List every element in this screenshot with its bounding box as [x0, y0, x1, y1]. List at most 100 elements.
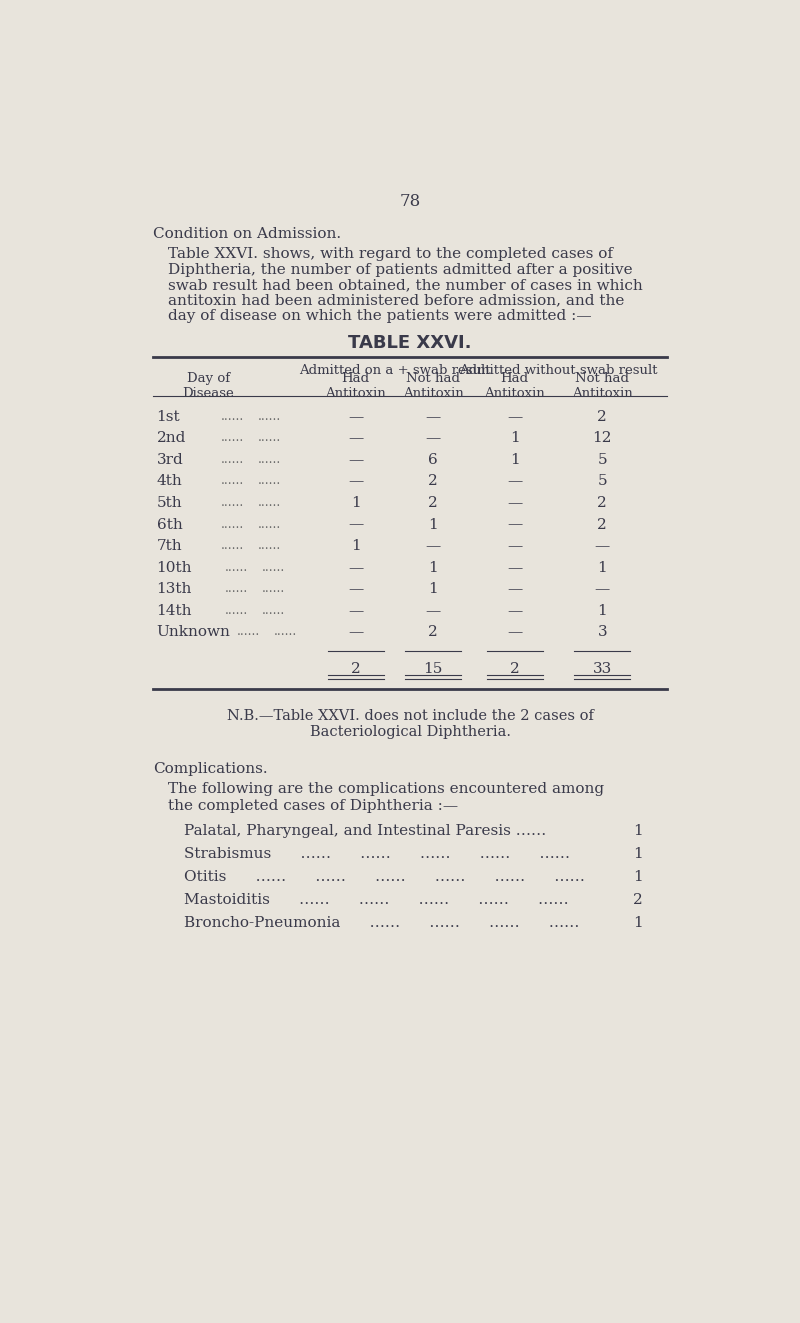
- Text: —: —: [348, 410, 363, 423]
- Text: 1: 1: [428, 582, 438, 597]
- Text: 1: 1: [428, 517, 438, 532]
- Text: 1st: 1st: [157, 410, 180, 423]
- Text: —: —: [348, 603, 363, 618]
- Text: —: —: [426, 410, 441, 423]
- Text: —: —: [426, 603, 441, 618]
- Text: —: —: [507, 540, 522, 553]
- Text: ......: ......: [258, 496, 281, 509]
- Text: 4th: 4th: [157, 475, 182, 488]
- Text: —: —: [348, 626, 363, 639]
- Text: 1: 1: [510, 452, 519, 467]
- Text: ......: ......: [262, 582, 285, 595]
- Text: Had
Antitoxin: Had Antitoxin: [484, 372, 545, 400]
- Text: The following are the complications encountered among: The following are the complications enco…: [168, 782, 604, 796]
- Text: ......: ......: [258, 431, 281, 445]
- Text: —: —: [348, 475, 363, 488]
- Text: 2: 2: [598, 496, 607, 511]
- Text: 3: 3: [598, 626, 607, 639]
- Text: Admitted without swab result: Admitted without swab result: [458, 364, 658, 377]
- Text: —: —: [348, 517, 363, 532]
- Text: ......: ......: [258, 517, 281, 531]
- Text: ......: ......: [274, 626, 297, 639]
- Text: —: —: [348, 582, 363, 597]
- Text: —: —: [507, 410, 522, 423]
- Text: TABLE XXVI.: TABLE XXVI.: [348, 335, 472, 352]
- Text: Condition on Admission.: Condition on Admission.: [153, 226, 341, 241]
- Text: Not had
Antitoxin: Not had Antitoxin: [403, 372, 464, 400]
- Text: Day of
Disease: Day of Disease: [182, 372, 234, 400]
- Text: 13th: 13th: [157, 582, 192, 597]
- Text: 1: 1: [351, 540, 361, 553]
- Text: —: —: [507, 475, 522, 488]
- Text: 2: 2: [428, 475, 438, 488]
- Text: 33: 33: [593, 663, 612, 676]
- Text: —: —: [507, 582, 522, 597]
- Text: —: —: [348, 561, 363, 574]
- Text: —: —: [507, 626, 522, 639]
- Text: ......: ......: [221, 410, 244, 423]
- Text: 2: 2: [510, 663, 519, 676]
- Text: 3rd: 3rd: [157, 452, 183, 467]
- Text: —: —: [594, 582, 610, 597]
- Text: 1: 1: [510, 431, 519, 446]
- Text: 7th: 7th: [157, 540, 182, 553]
- Text: —: —: [507, 517, 522, 532]
- Text: N.B.—Table XXVI. does not include the 2 cases of: N.B.—Table XXVI. does not include the 2 …: [226, 709, 594, 722]
- Text: 15: 15: [423, 663, 443, 676]
- Text: —: —: [507, 603, 522, 618]
- Text: —: —: [594, 540, 610, 553]
- Text: 12: 12: [593, 431, 612, 446]
- Text: Mastoiditis      ……      ……      ……      ……      ……: Mastoiditis …… …… …… …… ……: [184, 893, 568, 908]
- Text: ......: ......: [258, 540, 281, 552]
- Text: Admitted on a + swab result: Admitted on a + swab result: [298, 364, 490, 377]
- Text: ......: ......: [221, 431, 244, 445]
- Text: 1: 1: [428, 561, 438, 574]
- Text: 1: 1: [633, 917, 642, 930]
- Text: ......: ......: [237, 626, 260, 639]
- Text: ......: ......: [221, 540, 244, 552]
- Text: ......: ......: [221, 496, 244, 509]
- Text: 6: 6: [428, 452, 438, 467]
- Text: Palatal, Pharyngeal, and Intestinal Paresis ……: Palatal, Pharyngeal, and Intestinal Pare…: [184, 824, 546, 837]
- Text: 2: 2: [428, 496, 438, 511]
- Text: 2: 2: [598, 410, 607, 423]
- Text: ......: ......: [225, 582, 248, 595]
- Text: ......: ......: [221, 475, 244, 487]
- Text: —: —: [348, 431, 363, 446]
- Text: ......: ......: [225, 561, 248, 574]
- Text: 5th: 5th: [157, 496, 182, 511]
- Text: 1: 1: [351, 496, 361, 511]
- Text: 10th: 10th: [157, 561, 192, 574]
- Text: Had
Antitoxin: Had Antitoxin: [326, 372, 386, 400]
- Text: 1: 1: [598, 561, 607, 574]
- Text: 5: 5: [598, 452, 607, 467]
- Text: ......: ......: [262, 603, 285, 617]
- Text: 2: 2: [351, 663, 361, 676]
- Text: 2: 2: [633, 893, 642, 908]
- Text: Not had
Antitoxin: Not had Antitoxin: [572, 372, 633, 400]
- Text: 2: 2: [428, 626, 438, 639]
- Text: —: —: [348, 452, 363, 467]
- Text: ......: ......: [221, 517, 244, 531]
- Text: —: —: [507, 496, 522, 511]
- Text: 2: 2: [598, 517, 607, 532]
- Text: ......: ......: [221, 452, 244, 466]
- Text: 1: 1: [633, 871, 642, 884]
- Text: 5: 5: [598, 475, 607, 488]
- Text: 14th: 14th: [157, 603, 192, 618]
- Text: Otitis      ……      ……      ……      ……      ……      ……: Otitis …… …… …… …… …… ……: [184, 871, 585, 884]
- Text: Table XXVI. shows, with regard to the completed cases of: Table XXVI. shows, with regard to the co…: [168, 247, 614, 262]
- Text: antitoxin had been administered before admission, and the: antitoxin had been administered before a…: [168, 294, 625, 307]
- Text: Bacteriological Diphtheria.: Bacteriological Diphtheria.: [310, 725, 510, 738]
- Text: Broncho-Pneumonia      ……      ……      ……      ……: Broncho-Pneumonia …… …… …… ……: [184, 917, 579, 930]
- Text: —: —: [507, 561, 522, 574]
- Text: Diphtheria, the number of patients admitted after a positive: Diphtheria, the number of patients admit…: [168, 263, 633, 277]
- Text: 78: 78: [399, 193, 421, 210]
- Text: ......: ......: [225, 603, 248, 617]
- Text: Complications.: Complications.: [153, 762, 267, 777]
- Text: —: —: [426, 540, 441, 553]
- Text: day of disease on which the patients were admitted :—: day of disease on which the patients wer…: [168, 308, 592, 323]
- Text: the completed cases of Diphtheria :—: the completed cases of Diphtheria :—: [168, 799, 458, 812]
- Text: ......: ......: [262, 561, 285, 574]
- Text: ......: ......: [258, 475, 281, 487]
